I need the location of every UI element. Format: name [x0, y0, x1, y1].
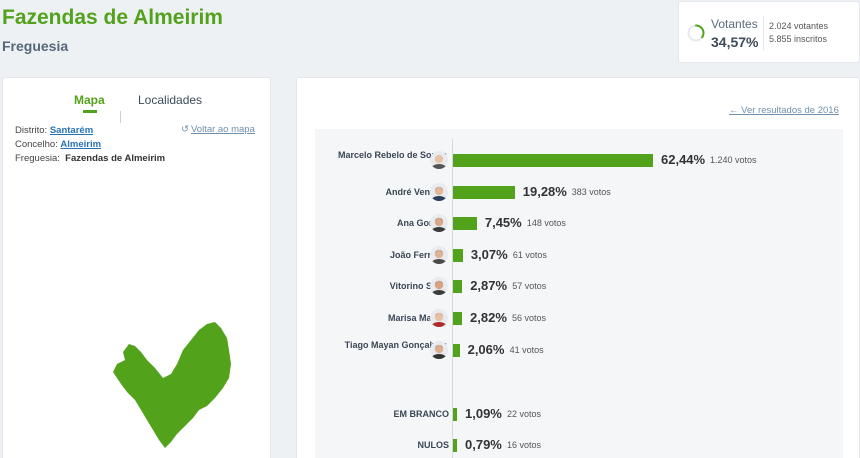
active-tab-indicator — [83, 110, 97, 113]
turnout-divider — [763, 16, 764, 50]
page-subtitle: Freguesia — [2, 38, 69, 54]
result-percent: 19,28% — [522, 184, 567, 199]
result-percent: 1,09% — [465, 406, 502, 421]
council-label: Concelho: — [15, 139, 58, 150]
tab-map[interactable]: Mapa — [74, 93, 105, 107]
results-chart: Marcelo Rebelo de Sousa 62,44% 1.240 votos… — [315, 129, 843, 458]
result-votes: 41 votos — [509, 345, 544, 355]
candidate-row[interactable]: EM BRANCO 1,09% 22 votos — [315, 399, 843, 429]
candidate-row[interactable]: João Ferreira 3,07% 61 votos — [315, 240, 843, 270]
result-bar — [453, 217, 477, 230]
candidate-row[interactable]: Ana Gomes 7,45% 148 votos — [315, 208, 843, 238]
candidate-row[interactable]: Marcelo Rebelo de Sousa 62,44% 1.240 votos — [315, 145, 843, 175]
results-panel: ← Ver resultados de 2016 Marcelo Rebelo … — [296, 77, 860, 458]
candidate-avatar — [430, 341, 448, 359]
council-link[interactable]: Almeirim — [60, 139, 102, 150]
result-bar — [453, 280, 463, 293]
candidate-avatar — [430, 277, 448, 295]
candidate-avatar — [430, 214, 448, 232]
turnout-details: 2.024 votantes 5.855 inscritos — [769, 20, 828, 46]
district-row: Distrito: Santarém — [15, 124, 165, 138]
result-percent: 2,06% — [467, 342, 505, 357]
result-percent: 3,07% — [470, 247, 508, 262]
result-percent: 62,44% — [661, 152, 706, 167]
view-tabs: Mapa Localidades — [3, 93, 272, 123]
turnout-ring-icon — [687, 24, 705, 42]
chart-axis — [452, 139, 453, 458]
council-row: Concelho: Almeirim — [15, 138, 165, 152]
tab-divider — [120, 111, 121, 123]
candidate-name: João Ferreira — [389, 250, 447, 260]
parish-row: Freguesia: Fazendas de Almeirim — [15, 152, 165, 166]
location-info: Distrito: Santarém Concelho: Almeirim Fr… — [15, 124, 165, 166]
turnout-voters: 2.024 votantes — [769, 21, 829, 31]
candidate-avatar — [430, 183, 448, 201]
candidate-name: Ana Gomes — [396, 218, 447, 228]
turnout-label: Votantes — [711, 17, 758, 31]
result-percent: 2,82% — [470, 310, 507, 325]
result-votes: 57 votos — [512, 281, 547, 291]
candidate-name: Marisa Matias — [387, 313, 447, 323]
arrow-left-icon: ← — [729, 105, 739, 116]
result-percent: 7,45% — [484, 215, 522, 230]
candidate-name: EM BRANCO — [393, 409, 450, 419]
parish-label: Freguesia: — [15, 153, 60, 164]
result-votes: 56 votos — [512, 313, 547, 323]
result-bar — [453, 439, 457, 452]
candidate-name: Marcelo Rebelo de Sousa — [337, 150, 447, 160]
previous-results-link[interactable]: ← Ver resultados de 2016 — [729, 105, 839, 116]
district-label: Distrito: — [15, 125, 48, 136]
result-votes: 22 votos — [507, 409, 542, 419]
parish-name: Fazendas de Almeirim — [65, 153, 166, 164]
result-votes: 1.240 votos — [710, 155, 757, 165]
result-votes: 16 votos — [507, 440, 542, 450]
parish-map-shape[interactable] — [111, 280, 233, 450]
back-to-map-label: Voltar ao mapa — [190, 124, 255, 135]
result-bar — [453, 312, 463, 325]
result-bar — [453, 186, 515, 199]
refresh-icon: ↺ — [181, 124, 189, 135]
candidate-row[interactable]: NULOS 0,79% 16 votos — [315, 430, 843, 458]
page-title: Fazendas de Almeirim — [2, 6, 223, 29]
candidate-row[interactable]: André Ventura 19,28% 383 votos — [315, 177, 843, 207]
result-votes: 148 votos — [526, 218, 566, 228]
turnout-percent: 34,57% — [711, 34, 759, 50]
candidate-name: André Ventura — [385, 187, 447, 197]
result-bar — [453, 408, 457, 421]
result-votes: 383 votos — [571, 187, 611, 197]
candidate-avatar — [430, 246, 448, 264]
candidate-row[interactable]: Marisa Matias 2,82% 56 votos — [315, 303, 843, 333]
result-bar — [453, 154, 653, 167]
district-link[interactable]: Santarém — [49, 125, 94, 136]
candidate-name: Tiago Mayan Gonçalves — [344, 340, 447, 350]
candidate-row[interactable]: Tiago Mayan Gonçalves 2,06% 41 votos — [315, 335, 843, 365]
result-percent: 0,79% — [465, 437, 502, 452]
result-bar — [453, 249, 463, 262]
result-percent: 2,87% — [470, 278, 508, 293]
candidate-avatar — [430, 151, 448, 169]
candidate-name: Vitorino Silva — [389, 281, 447, 291]
tab-places[interactable]: Localidades — [138, 93, 203, 107]
left-panel: Mapa Localidades Distrito: Santarém Conc… — [2, 77, 271, 458]
result-bar — [453, 344, 460, 357]
turnout-registered: 5.855 inscritos — [769, 34, 828, 44]
previous-results-label: Ver resultados de 2016 — [741, 105, 839, 116]
candidate-avatar — [430, 309, 448, 327]
back-to-map-link[interactable]: ↺ Voltar ao mapa — [181, 124, 255, 135]
result-votes: 61 votos — [512, 250, 547, 260]
candidate-row[interactable]: Vitorino Silva 2,87% 57 votos — [315, 271, 843, 301]
turnout-card: Votantes 34,57% 2.024 votantes 5.855 ins… — [678, 1, 860, 63]
candidate-name: NULOS — [417, 440, 450, 450]
